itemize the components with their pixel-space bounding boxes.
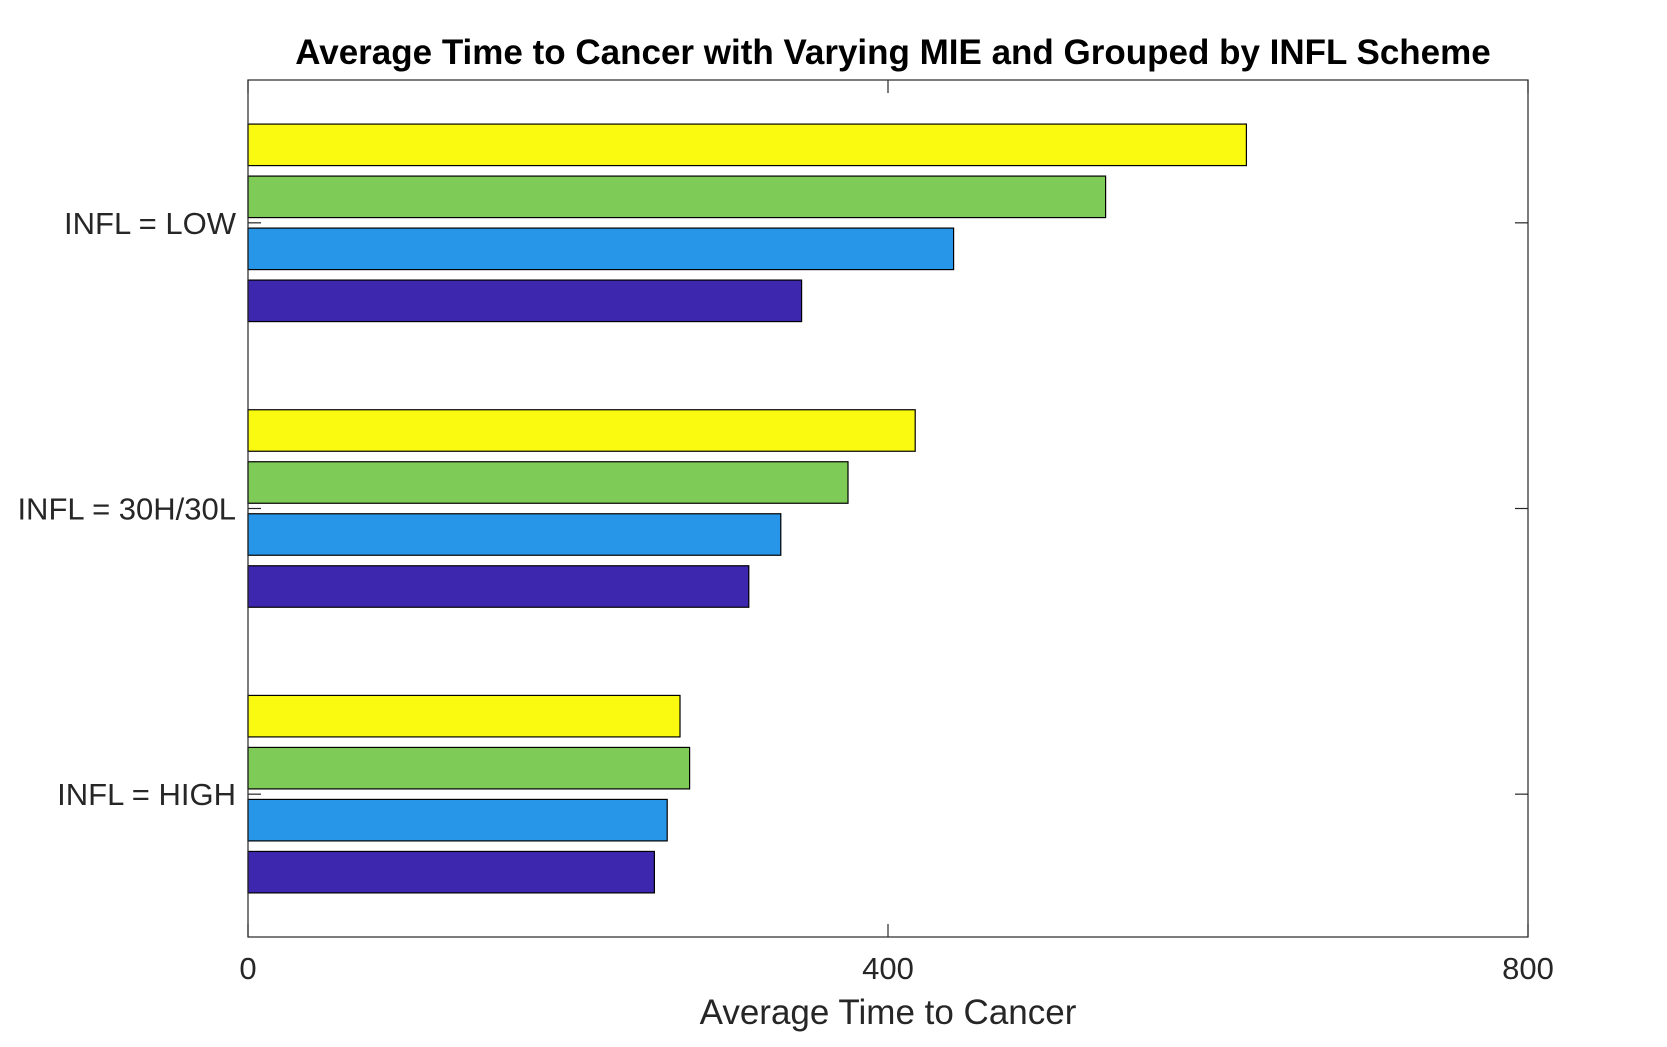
bars-layer bbox=[247, 123, 1248, 894]
ticks-layer bbox=[247, 80, 1529, 937]
bar-1-series-3 bbox=[247, 227, 955, 271]
bar-1-series-4 bbox=[247, 279, 803, 323]
bar-3-series-3 bbox=[247, 798, 668, 842]
x-tick-label: 400 bbox=[862, 951, 914, 986]
x-axis-label: Average Time to Cancer bbox=[700, 993, 1077, 1032]
y-tick-label: INFL = LOW bbox=[64, 206, 237, 241]
labels-layer: INFL = LOW INFL = 30H/30L INFL = HIGH 0 400 8… bbox=[17, 206, 1553, 986]
y-tick-label: INFL = 30H/30L bbox=[17, 492, 236, 527]
bar-2-series-4 bbox=[247, 565, 750, 608]
bar-3-series-2 bbox=[247, 746, 691, 790]
x-tick-label: 0 bbox=[239, 951, 256, 986]
y-tick-label: INFL = HIGH bbox=[57, 777, 236, 812]
bar-2-series-2 bbox=[247, 461, 849, 504]
bar-1-series-2 bbox=[247, 175, 1107, 219]
chart-title: Average Time to Cancer with Varying MIE … bbox=[295, 33, 1491, 72]
bar-1-series-1 bbox=[247, 123, 1248, 167]
x-tick-label: 800 bbox=[1502, 951, 1554, 986]
bar-2-series-1 bbox=[247, 409, 916, 452]
bar-2-series-3 bbox=[247, 513, 782, 556]
bar-3-series-1 bbox=[247, 694, 681, 738]
bar-3-series-4 bbox=[247, 850, 655, 894]
